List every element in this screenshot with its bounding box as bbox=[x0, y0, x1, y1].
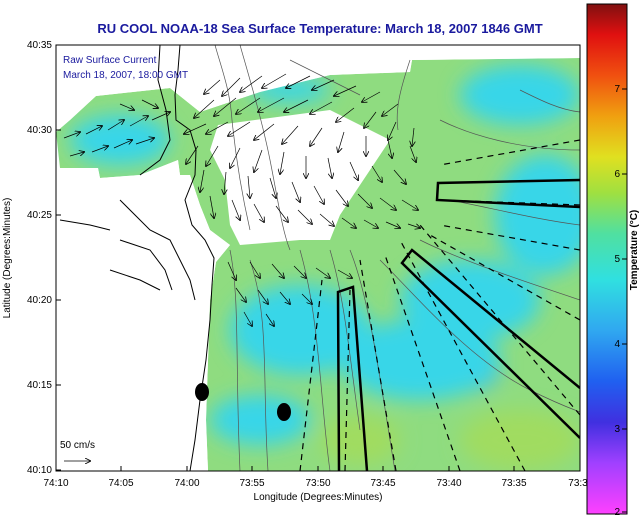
colorbar-tick-label: 3 bbox=[614, 424, 620, 435]
colorbar-tick-label: 5 bbox=[614, 254, 620, 265]
y-tick-label: 40:20 bbox=[27, 295, 52, 306]
x-tick-label: 74:05 bbox=[108, 478, 133, 489]
y-tick-label: 40:25 bbox=[27, 210, 52, 221]
y-tick-label: 40:35 bbox=[27, 40, 52, 51]
y-tick-label: 40:15 bbox=[27, 380, 52, 391]
colorbar: 7 6 5 4 3 2 Temperature (°C) bbox=[586, 3, 640, 518]
legend-date: March 18, 2007, 18:00 GMT bbox=[63, 70, 188, 81]
y-tick-label: 40:10 bbox=[27, 465, 52, 476]
x-axis: 74:10 74:05 74:00 73:55 73:50 73:45 73:4… bbox=[43, 466, 588, 489]
colorbar-label: Temperature (°C) bbox=[629, 210, 640, 291]
y-axis-label: Latitude (Degrees:Minutes) bbox=[2, 198, 13, 319]
colorbar-gradient bbox=[586, 3, 628, 515]
scale-label: 50 cm/s bbox=[60, 440, 95, 451]
x-tick-label: 73:40 bbox=[436, 478, 461, 489]
x-tick-label: 73:3 bbox=[568, 478, 588, 489]
y-tick-label: 40:30 bbox=[27, 125, 52, 136]
colorbar-tick-label: 7 bbox=[614, 84, 620, 95]
sst-patches bbox=[70, 65, 580, 470]
x-tick-label: 74:10 bbox=[43, 478, 68, 489]
station-marker bbox=[277, 403, 291, 421]
legend-label: Raw Surface Current bbox=[63, 55, 157, 66]
map-title: RU COOL NOAA-18 Sea Surface Temperature:… bbox=[97, 21, 542, 36]
colorbar-tick-label: 6 bbox=[614, 169, 620, 180]
x-tick-label: 74:00 bbox=[174, 478, 199, 489]
surface-current-vectors bbox=[63, 73, 420, 326]
station-marker bbox=[195, 383, 209, 401]
x-tick-label: 73:45 bbox=[370, 478, 395, 489]
colorbar-tick-label: 4 bbox=[614, 339, 620, 350]
x-tick-label: 73:50 bbox=[305, 478, 330, 489]
colorbar-tick-label: 2 bbox=[614, 507, 620, 518]
map-plot-area bbox=[56, 45, 580, 471]
x-tick-label: 73:35 bbox=[501, 478, 526, 489]
x-tick-label: 73:55 bbox=[239, 478, 264, 489]
coastline bbox=[59, 45, 215, 471]
survey-boxes bbox=[336, 178, 580, 471]
x-axis-label: Longitude (Degrees:Minutes) bbox=[254, 492, 383, 503]
y-axis: 40:35 40:30 40:25 40:20 40:15 40:10 bbox=[27, 40, 61, 476]
